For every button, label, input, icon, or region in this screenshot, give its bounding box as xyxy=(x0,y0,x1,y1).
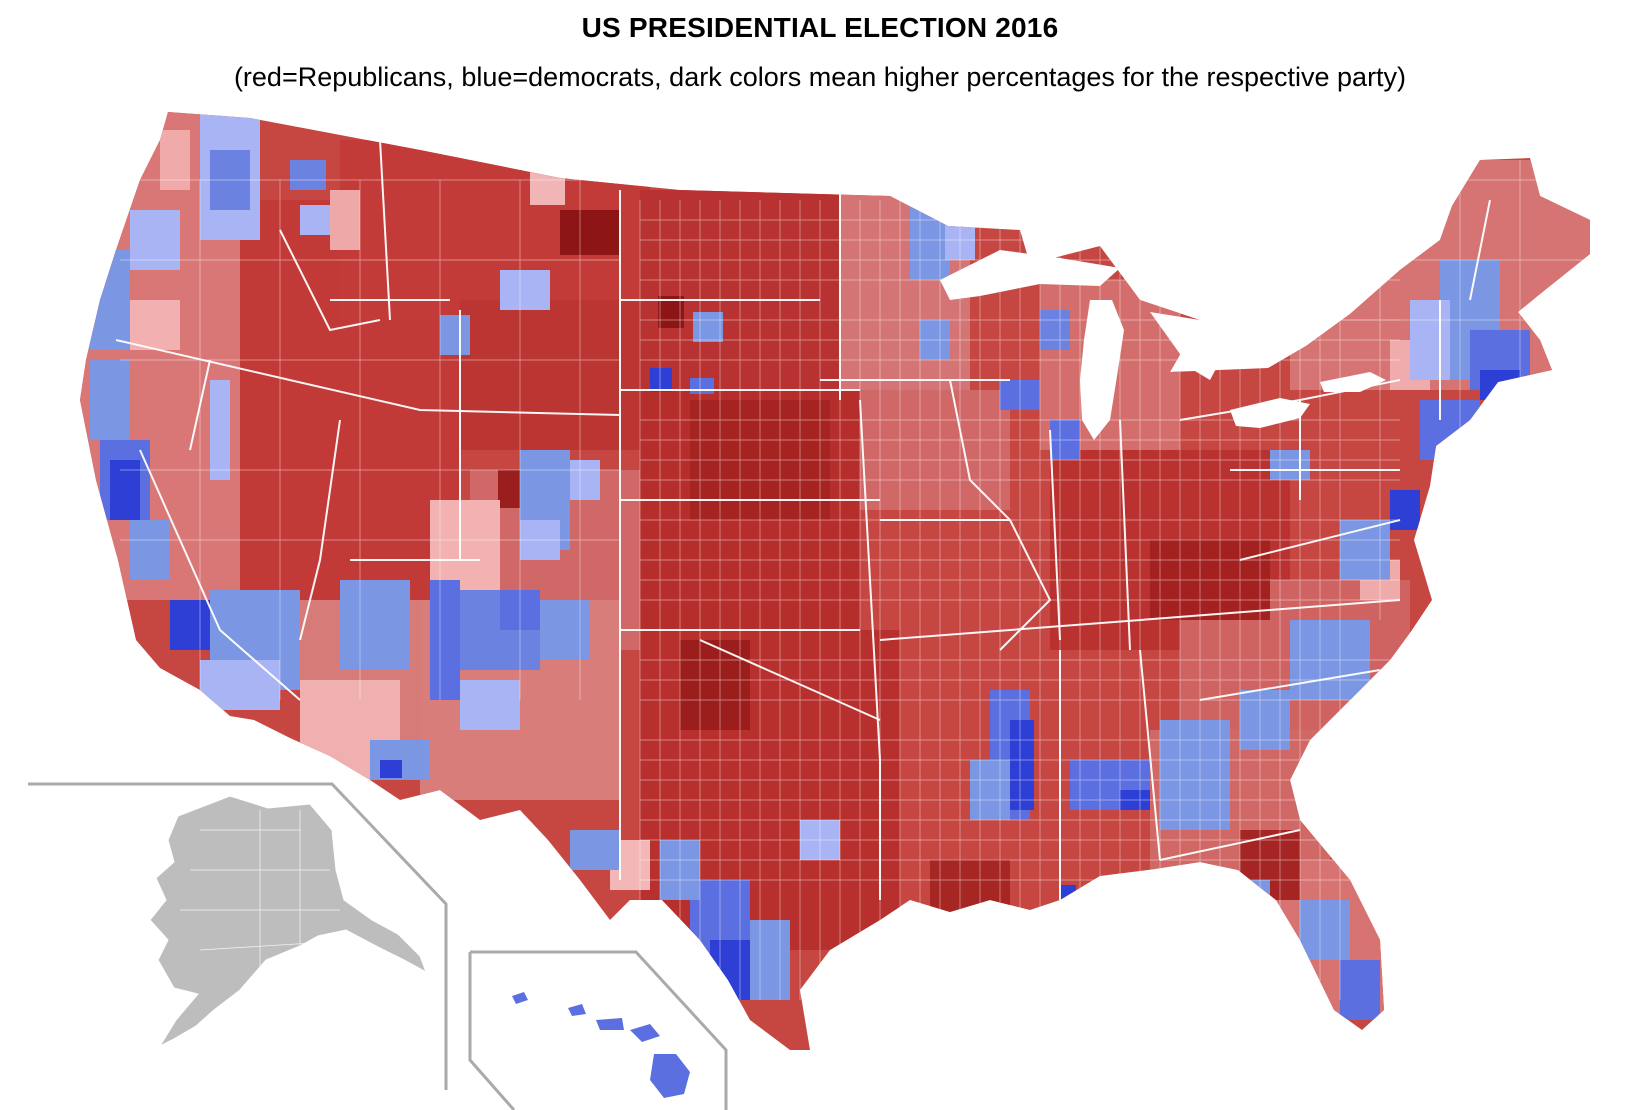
hawaii-inset xyxy=(468,950,728,1110)
great-lakes xyxy=(940,250,1386,440)
conus-counties xyxy=(80,112,1590,1050)
map-subtitle: (red=Republicans, blue=democrats, dark c… xyxy=(233,62,1407,92)
map-title: US PRESIDENTIAL ELECTION 2016 xyxy=(581,12,1059,43)
alaska-inset xyxy=(28,782,448,1090)
